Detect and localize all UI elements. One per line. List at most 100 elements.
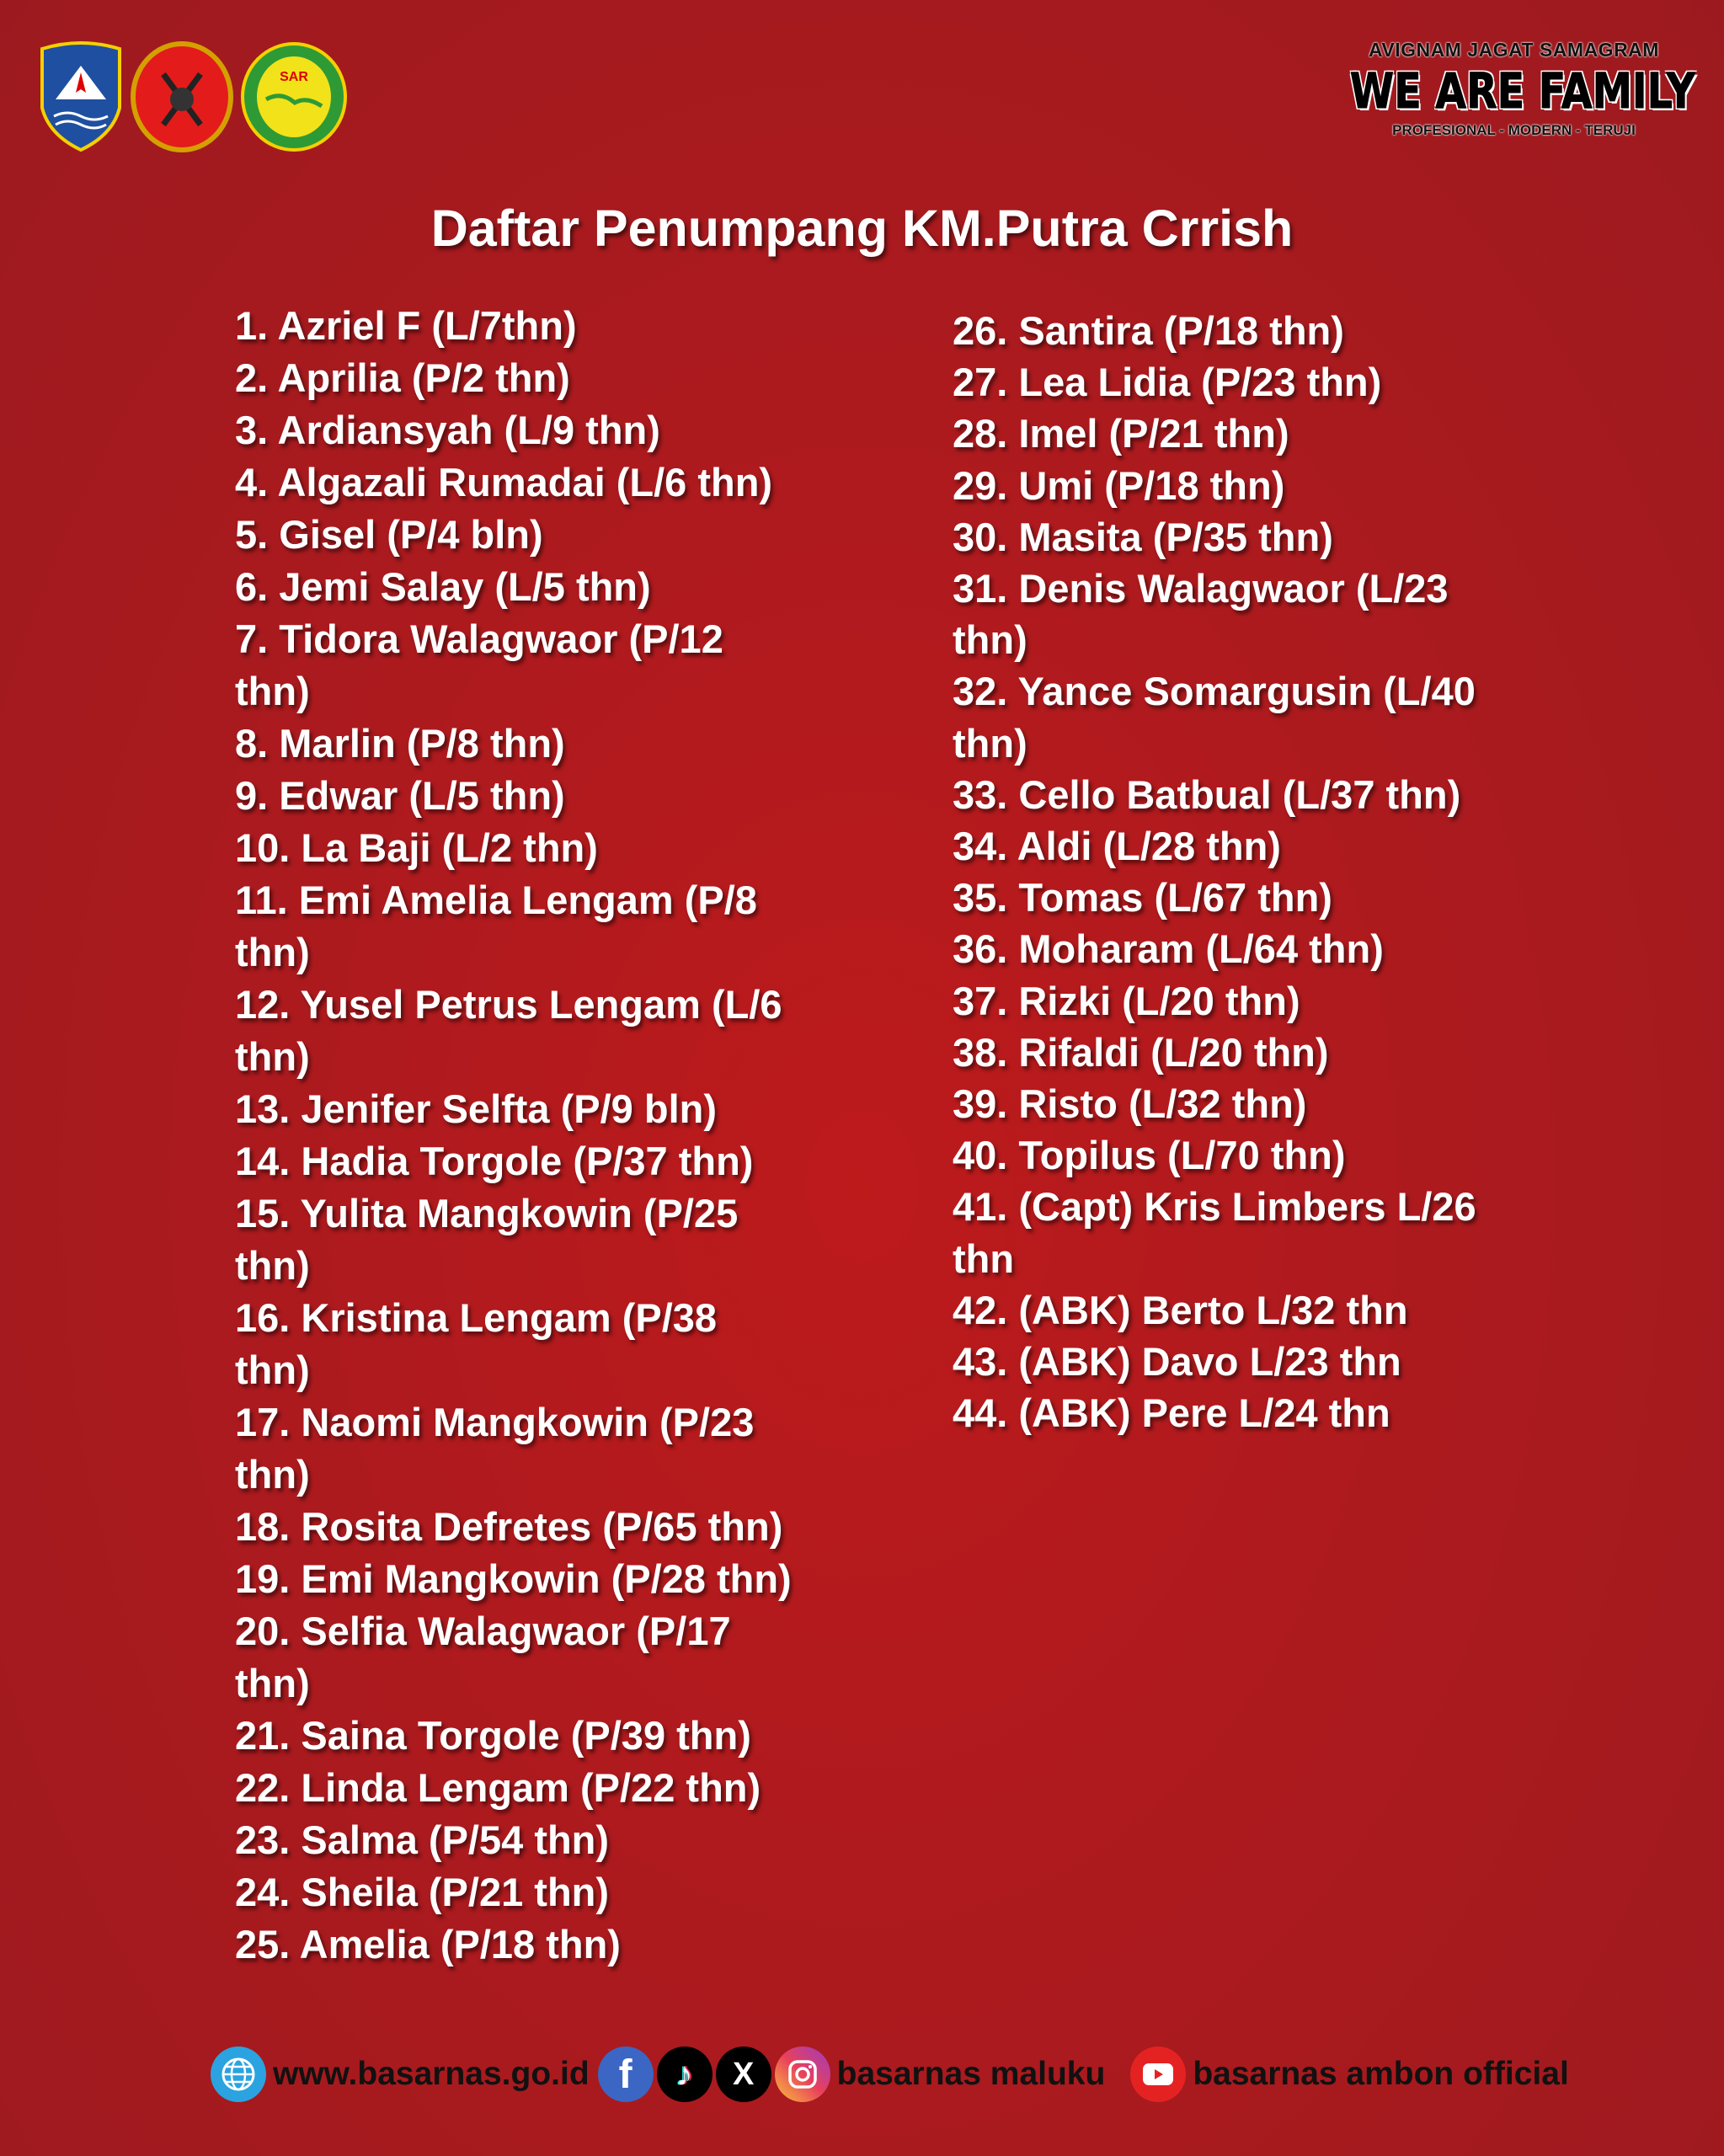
passenger-item: 34. Aldi (L/28 thn) bbox=[953, 820, 1476, 872]
passenger-entry: 19. Emi Mangkowin (P/28 thn) bbox=[235, 1556, 792, 1601]
passenger-entry: 5. Gisel (P/4 bln) bbox=[235, 512, 543, 557]
passenger-entry-continued: thn) bbox=[953, 617, 1027, 663]
passenger-item: 32. Yance Somargusin (L/40 thn) bbox=[953, 665, 1476, 768]
website-link[interactable]: www.basarnas.go.id bbox=[273, 2056, 590, 2092]
passenger-item: 26. Santira (P/18 thn) bbox=[953, 305, 1476, 356]
passenger-entry-continued: thn) bbox=[235, 1243, 310, 1288]
passenger-item: 8. Marlin (P/8 thn) bbox=[235, 718, 792, 770]
passenger-entry: 1. Azriel F (L/7thn) bbox=[235, 303, 577, 348]
sar-nasional-logo: SAR bbox=[241, 42, 347, 152]
passenger-item: 12. Yusel Petrus Lengam (L/6 thn) bbox=[235, 979, 792, 1083]
passenger-entry: 25. Amelia (P/18 thn) bbox=[235, 1922, 621, 1967]
passenger-entry-continued: thn) bbox=[235, 1034, 310, 1079]
passenger-item: 27. Lea Lidia (P/23 thn) bbox=[953, 356, 1476, 408]
passenger-entry: 40. Topilus (L/70 thn) bbox=[953, 1133, 1346, 1178]
passenger-item: 13. Jenifer Selfta (P/9 bln) bbox=[235, 1083, 792, 1135]
passenger-entry: 28. Imel (P/21 thn) bbox=[953, 411, 1289, 456]
x-icon[interactable]: X bbox=[715, 2047, 771, 2102]
passenger-item: 11. Emi Amelia Lengam (P/8 thn) bbox=[235, 874, 792, 979]
passenger-entry-continued: thn bbox=[953, 1235, 1015, 1281]
passenger-entry: 12. Yusel Petrus Lengam (L/6 bbox=[235, 982, 782, 1027]
passenger-item: 22. Linda Lengam (P/22 thn) bbox=[235, 1762, 792, 1814]
passenger-entry: 4. Algazali Rumadai (L/6 thn) bbox=[235, 460, 773, 504]
tiktok-icon[interactable]: ♪ bbox=[656, 2047, 713, 2102]
passenger-item: 25. Amelia (P/18 thn) bbox=[235, 1919, 792, 1971]
passenger-item: 29. Umi (P/18 thn) bbox=[953, 460, 1476, 511]
passenger-item: 19. Emi Mangkowin (P/28 thn) bbox=[235, 1553, 792, 1605]
instagram-icon[interactable] bbox=[774, 2047, 830, 2102]
passenger-entry: 13. Jenifer Selfta (P/9 bln) bbox=[235, 1086, 718, 1131]
passenger-item: 10. La Baji (L/2 thn) bbox=[235, 822, 792, 874]
passenger-item: 33. Cello Batbual (L/37 thn) bbox=[953, 769, 1476, 820]
passenger-entry: 43. (ABK) Davo L/23 thn bbox=[953, 1339, 1401, 1385]
motto-block: AVIGNAM JAGAT SAMAGRAM WE ARE FAMILY PRO… bbox=[1348, 39, 1695, 139]
passenger-entry: 24. Sheila (P/21 thn) bbox=[235, 1870, 610, 1914]
passenger-entry: 33. Cello Batbual (L/37 thn) bbox=[953, 771, 1461, 817]
passenger-entry: 31. Denis Walagwaor (L/23 bbox=[953, 566, 1449, 611]
passenger-entry: 44. (ABK) Pere L/24 thn bbox=[953, 1390, 1390, 1436]
passenger-entry-continued: thn) bbox=[235, 1452, 310, 1497]
passenger-item: 43. (ABK) Davo L/23 thn bbox=[953, 1336, 1476, 1387]
passenger-item: 4. Algazali Rumadai (L/6 thn) bbox=[235, 456, 792, 509]
youtube-channel[interactable]: basarnas ambon official bbox=[1193, 2056, 1569, 2092]
passenger-item: 6. Jemi Salay (L/5 thn) bbox=[235, 561, 792, 613]
passenger-item: 24. Sheila (P/21 thn) bbox=[235, 1866, 792, 1919]
passenger-item: 21. Saina Torgole (P/39 thn) bbox=[235, 1710, 792, 1762]
passenger-entry: 27. Lea Lidia (P/23 thn) bbox=[953, 360, 1382, 405]
basarnas-logo bbox=[40, 41, 121, 152]
motto-sub: PROFESIONAL - MODERN - TERUJI bbox=[1392, 122, 1636, 138]
passenger-item: 7. Tidora Walagwaor (P/12 thn) bbox=[235, 613, 792, 718]
sar-emblem-logo bbox=[131, 41, 233, 152]
passenger-item: 18. Rosita Defretes (P/65 thn) bbox=[235, 1501, 792, 1553]
facebook-icon[interactable]: f bbox=[597, 2047, 654, 2102]
passenger-entry: 14. Hadia Torgole (P/37 thn) bbox=[235, 1139, 754, 1183]
motto-top: AVIGNAM JAGAT SAMAGRAM bbox=[1369, 39, 1659, 61]
passenger-item: 30. Masita (P/35 thn) bbox=[953, 511, 1476, 563]
passenger-entry: 18. Rosita Defretes (P/65 thn) bbox=[235, 1504, 783, 1549]
passenger-entry-continued: thn) bbox=[235, 1348, 310, 1392]
passenger-entry: 9. Edwar (L/5 thn) bbox=[235, 773, 565, 818]
passenger-entry: 2. Aprilia (P/2 thn) bbox=[235, 355, 570, 400]
passenger-entry: 20. Selfia Walagwaor (P/17 bbox=[235, 1609, 731, 1653]
passenger-entry: 34. Aldi (L/28 thn) bbox=[953, 824, 1281, 869]
footer-contacts: www.basarnas.go.id f ♪ X basarnas maluku… bbox=[211, 2045, 1577, 2104]
passenger-item: 44. (ABK) Pere L/24 thn bbox=[953, 1387, 1476, 1438]
passenger-entry-continued: thn) bbox=[235, 930, 310, 974]
passenger-item: 38. Rifaldi (L/20 thn) bbox=[953, 1027, 1476, 1078]
passenger-item: 1. Azriel F (L/7thn) bbox=[235, 300, 792, 352]
passenger-entry: 17. Naomi Mangkowin (P/23 bbox=[235, 1400, 755, 1444]
passenger-list-left: 1. Azriel F (L/7thn) 2. Aprilia (P/2 thn)… bbox=[235, 300, 792, 1971]
passenger-entry: 32. Yance Somargusin (L/40 bbox=[953, 669, 1476, 714]
passenger-entry: 8. Marlin (P/8 thn) bbox=[235, 721, 565, 766]
social-handle[interactable]: basarnas maluku bbox=[836, 2056, 1106, 2092]
passenger-list-right: 26. Santira (P/18 thn) 27. Lea Lidia (P/2… bbox=[953, 305, 1476, 1438]
passenger-item: 16. Kristina Lengam (P/38 thn) bbox=[235, 1292, 792, 1396]
passenger-item: 9. Edwar (L/5 thn) bbox=[235, 770, 792, 822]
passenger-entry: 39. Risto (L/32 thn) bbox=[953, 1081, 1307, 1127]
passenger-item: 36. Moharam (L/64 thn) bbox=[953, 923, 1476, 974]
passenger-entry: 42. (ABK) Berto L/32 thn bbox=[953, 1287, 1408, 1332]
passenger-entry-continued: thn) bbox=[953, 720, 1027, 766]
passenger-item: 20. Selfia Walagwaor (P/17 thn) bbox=[235, 1605, 792, 1710]
passenger-entry: 23. Salma (P/54 thn) bbox=[235, 1817, 610, 1862]
youtube-icon[interactable] bbox=[1130, 2047, 1187, 2102]
passenger-item: 41. (Capt) Kris Limbers L/26 thn bbox=[953, 1181, 1476, 1283]
passenger-item: 17. Naomi Mangkowin (P/23 thn) bbox=[235, 1396, 792, 1501]
svg-text:SAR: SAR bbox=[280, 70, 308, 84]
logo-group: SAR bbox=[37, 40, 349, 153]
passenger-entry: 35. Tomas (L/67 thn) bbox=[953, 875, 1332, 921]
passenger-item: 28. Imel (P/21 thn) bbox=[953, 408, 1476, 459]
page-title: Daftar Penumpang KM.Putra Crrish bbox=[430, 200, 1294, 257]
passenger-entry: 10. La Baji (L/2 thn) bbox=[235, 825, 598, 870]
passenger-entry: 36. Moharam (L/64 thn) bbox=[953, 926, 1384, 972]
passenger-entry: 7. Tidora Walagwaor (P/12 bbox=[235, 616, 723, 661]
passenger-entry: 3. Ardiansyah (L/9 thn) bbox=[235, 408, 660, 452]
passenger-entry: 6. Jemi Salay (L/5 thn) bbox=[235, 564, 651, 609]
passenger-item: 2. Aprilia (P/2 thn) bbox=[235, 352, 792, 404]
passenger-entry-continued: thn) bbox=[235, 1661, 310, 1705]
passenger-item: 5. Gisel (P/4 bln) bbox=[235, 509, 792, 561]
passenger-item: 31. Denis Walagwaor (L/23 thn) bbox=[953, 563, 1476, 665]
passenger-item: 42. (ABK) Berto L/32 thn bbox=[953, 1284, 1476, 1336]
passenger-entry: 22. Linda Lengam (P/22 thn) bbox=[235, 1765, 761, 1810]
passenger-item: 37. Rizki (L/20 thn) bbox=[953, 975, 1476, 1027]
